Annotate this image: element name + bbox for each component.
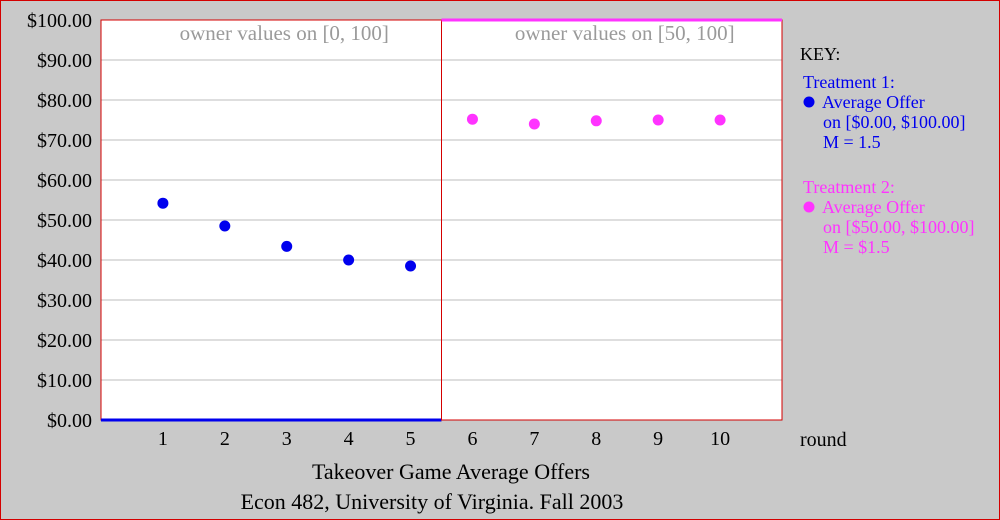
legend-label: Average Offer [822,197,925,217]
legend-title: KEY: [800,44,840,64]
y-tick-label: $50.00 [37,210,92,232]
x-tick-label: 5 [406,428,416,450]
legend-heading: Treatment 1: [803,72,895,92]
panel-title: owner values on [50, 100] [515,21,735,45]
data-point [405,260,417,272]
y-tick-label: $70.00 [37,130,92,152]
panel-title: owner values on [0, 100] [180,21,389,45]
y-tick-label: $20.00 [37,330,92,352]
legend-param: M = $1.5 [823,237,890,257]
y-tick-label: $80.00 [37,90,92,112]
data-point [219,220,231,232]
y-axis-ticks: $0.00 $10.00 $20.00 $30.00 $40.00 $50.00 $60.0… [27,10,92,432]
legend-range: on [$50.00, $100.00] [823,217,975,237]
x-tick-label: 1 [158,428,168,450]
caption-line-2: Econ 482, University of Virginia. Fall 2… [241,489,624,514]
y-tick-label: $10.00 [37,370,92,392]
panels: owner values on [0, 100] owner values on … [100,18,783,422]
y-tick-label: $40.00 [37,250,92,272]
y-tick-label: $100.00 [27,10,92,32]
legend-param: M = 1.5 [823,132,881,152]
caption-line-1: Takeover Game Average Offers [312,459,590,484]
data-point [281,240,293,252]
y-tick-label: $30.00 [37,290,92,312]
legend-marker [803,96,815,108]
x-tick-label: 4 [344,428,354,450]
data-point [652,114,664,126]
data-point [590,115,602,127]
y-tick-label: $0.00 [47,410,92,432]
legend-label: Average Offer [822,92,925,112]
x-tick-label: 10 [710,428,730,450]
data-point [466,113,478,125]
x-axis-label: round [800,429,847,451]
data-point [157,197,169,209]
legend-range: on [$0.00, $100.00] [823,112,966,132]
x-tick-label: 8 [591,428,601,450]
data-points [157,113,726,272]
y-tick-label: $90.00 [37,50,92,72]
x-tick-label: 2 [220,428,230,450]
x-tick-label: 9 [653,428,663,450]
legend-marker [803,201,815,213]
data-point [343,254,355,266]
data-point [714,114,726,126]
x-tick-label: 3 [282,428,292,450]
data-point [528,118,540,130]
y-tick-label: $60.00 [37,170,92,192]
x-axis-ticks: 1 2 3 4 5 6 7 8 9 10 [158,428,730,450]
x-tick-label: 6 [467,428,477,450]
legend-heading: Treatment 2: [803,177,895,197]
x-tick-label: 7 [529,428,539,450]
